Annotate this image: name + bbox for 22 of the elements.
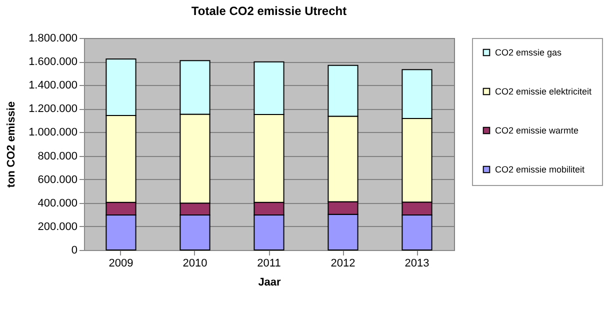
x-axis-title: Jaar <box>258 276 282 288</box>
legend-label: CO2 emssie gas <box>495 48 562 58</box>
legend-label: CO2 emissie mobiliteit <box>495 164 586 174</box>
y-tick-label: 1.400.000 <box>28 80 78 92</box>
y-tick-label: 400.000 <box>38 197 78 210</box>
x-tick-label: 2011 <box>257 258 281 270</box>
legend-label: CO2 emissie elektriciteit <box>495 86 592 96</box>
x-tick-label: 2009 <box>108 258 134 270</box>
legend-label: CO2 emissie warmte <box>495 126 579 136</box>
y-tick-label: 1.200.000 <box>28 103 78 116</box>
y-tick-label: 800.000 <box>38 150 78 162</box>
x-tick-label: 2012 <box>330 258 356 270</box>
y-tick-label: 1.000.000 <box>28 126 78 139</box>
y-axis-title: ton CO2 emissie <box>6 101 18 188</box>
y-tick-label: 1.600.000 <box>28 56 78 68</box>
y-tick-label: 0 <box>71 244 78 256</box>
x-tick-label: 2013 <box>404 258 430 270</box>
x-tick-label: 2010 <box>182 258 208 270</box>
y-tick-label: 600.000 <box>38 174 78 186</box>
chart-title: Totale CO2 emissie Utrecht <box>191 4 347 18</box>
y-tick-label: 1.800.000 <box>28 32 78 44</box>
y-tick-label: 200.000 <box>38 220 78 233</box>
